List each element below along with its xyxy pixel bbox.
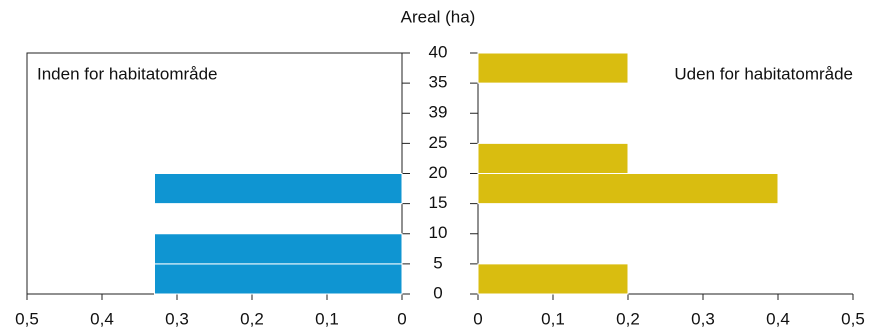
- x-tick-label: 0,1: [315, 309, 339, 328]
- axis-title: Areal (ha): [401, 7, 476, 26]
- x-tick-label: 0,4: [766, 309, 790, 328]
- x-tick-label: 0,4: [90, 309, 114, 328]
- y-tick-label: 5: [433, 253, 442, 272]
- y-tick-label: 15: [429, 193, 448, 212]
- x-tick-label: 0: [473, 309, 482, 328]
- y-tick-label: 20: [429, 163, 448, 182]
- x-tick-label: 0,5: [15, 309, 39, 328]
- bar: [154, 263, 403, 295]
- bar: [154, 233, 403, 265]
- bar: [477, 52, 629, 84]
- x-tick-label: 0,3: [691, 309, 715, 328]
- bar: [477, 173, 779, 205]
- y-tick-label: 25: [429, 133, 448, 152]
- bar: [477, 142, 629, 174]
- x-tick-label: 0,5: [841, 309, 865, 328]
- bar: [477, 263, 629, 295]
- panel-title: Uden for habitatområde: [674, 64, 853, 83]
- x-tick-label: 0,1: [541, 309, 565, 328]
- y-tick-label: 40: [429, 42, 448, 61]
- x-tick-label: 0,2: [616, 309, 640, 328]
- y-tick-label: 35: [429, 73, 448, 92]
- x-tick-label: 0,3: [165, 309, 189, 328]
- y-tick-label: 39: [429, 103, 448, 122]
- bar: [154, 173, 403, 205]
- x-tick-label: 0,2: [240, 309, 264, 328]
- x-tick-label: 0: [397, 309, 406, 328]
- y-tick-label: 0: [433, 283, 442, 302]
- y-tick-label: 10: [429, 223, 448, 242]
- panel-title: Inden for habitatområde: [37, 64, 218, 83]
